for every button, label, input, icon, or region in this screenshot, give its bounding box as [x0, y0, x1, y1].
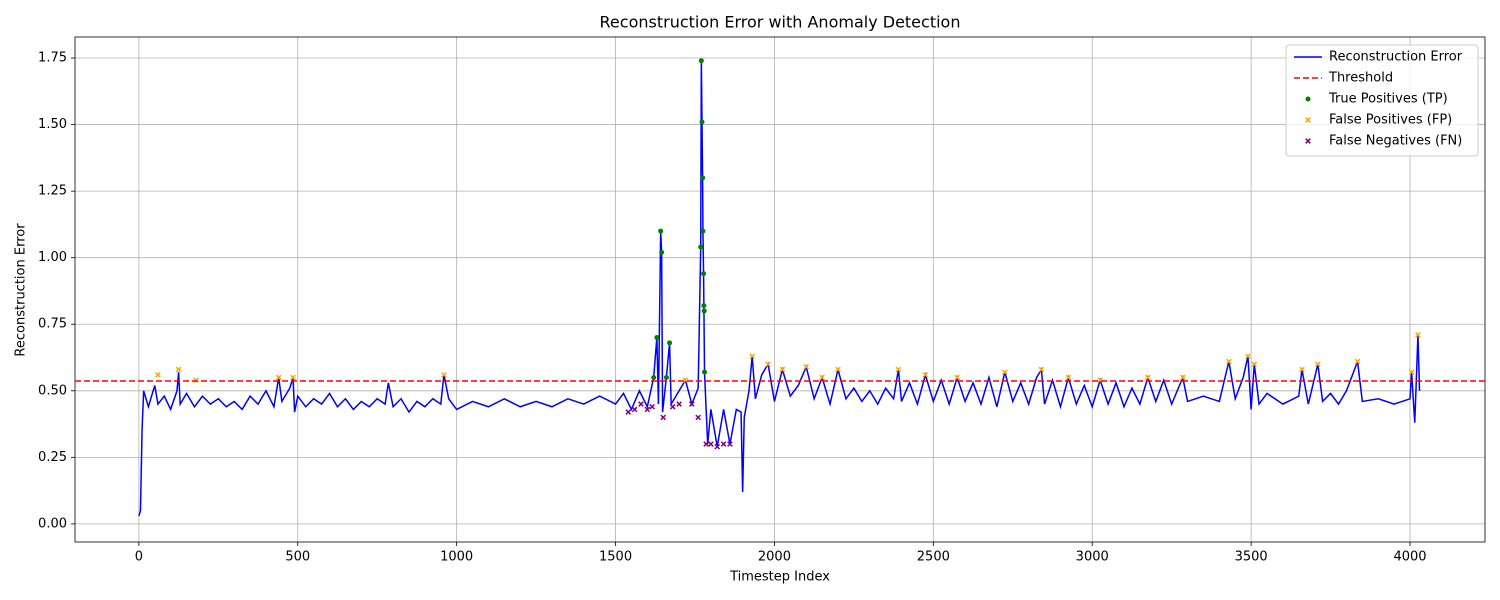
scatter-point — [660, 414, 667, 421]
scatter-point — [275, 374, 282, 381]
x-tick-label: 1500 — [599, 550, 632, 565]
legend-box — [1285, 44, 1479, 157]
scatter-point — [625, 409, 632, 415]
scatter-point — [701, 271, 707, 277]
scatter-point — [835, 366, 841, 373]
scatter-point — [175, 366, 182, 373]
scatter-point — [638, 401, 644, 407]
scatter-point — [193, 377, 199, 383]
scatter-point — [749, 353, 756, 360]
y-tick-label: 1.00 — [38, 250, 67, 265]
legend-label: Threshold — [1328, 71, 1393, 86]
scatter-point — [1415, 332, 1421, 338]
y-tick-label: 0.50 — [38, 383, 67, 398]
scatter-point — [727, 441, 733, 447]
x-tick-label: 2500 — [917, 550, 950, 565]
x-tick-label: 0 — [135, 550, 143, 565]
x-tick-label: 3000 — [1076, 550, 1109, 565]
scatter-point — [954, 374, 960, 381]
scatter-point — [698, 244, 704, 250]
scatter-point — [779, 366, 786, 373]
scatter-point — [701, 308, 707, 314]
scatter-point — [895, 366, 902, 373]
y-tick-label: 1.50 — [38, 117, 67, 132]
x-tick-label: 500 — [285, 550, 310, 565]
scatter-point — [1299, 366, 1305, 373]
x-tick-label: 2000 — [758, 550, 791, 565]
scatter-point — [695, 414, 702, 421]
scatter-point — [700, 175, 706, 181]
scatter-point — [658, 228, 664, 234]
legend-swatch — [1305, 96, 1311, 102]
scatter-point — [819, 374, 825, 381]
scatter-point — [651, 374, 657, 380]
legend-swatch — [1305, 138, 1311, 144]
scatter-point — [701, 303, 707, 309]
x-axis-label: Timestep Index — [729, 570, 830, 585]
legend-label: False Positives (FP) — [1329, 113, 1452, 128]
scatter-point — [702, 369, 708, 375]
scatter-point — [654, 335, 660, 341]
scatter-point — [631, 406, 638, 413]
legend-label: Reconstruction Error — [1329, 50, 1463, 65]
x-tick-label: 1000 — [440, 550, 473, 565]
chart-title: Reconstruction Error with Anomaly Detect… — [600, 13, 961, 32]
scatter-point — [659, 249, 665, 255]
scatter-point — [803, 364, 810, 370]
y-tick-label: 0.25 — [38, 450, 67, 465]
scatter-point — [765, 361, 771, 368]
scatter-point — [922, 371, 929, 378]
scatter-point — [708, 441, 714, 447]
scatter-point — [698, 58, 704, 64]
scatter-point — [1001, 369, 1008, 375]
scatter-point — [1226, 358, 1232, 365]
scatter-point — [649, 403, 655, 410]
scatter-point — [1245, 353, 1251, 360]
scatter-point — [1144, 374, 1151, 381]
scatter-point — [700, 228, 706, 234]
scatter-point — [676, 401, 682, 407]
scatter-point — [667, 340, 673, 346]
scatter-point — [663, 374, 669, 380]
y-axis-label: Reconstruction Error — [14, 223, 29, 357]
legend-label: True Positives (TP) — [1328, 92, 1448, 107]
y-tick-label: 0.00 — [38, 516, 67, 531]
scatter-point — [714, 443, 721, 450]
scatter-point — [1354, 358, 1361, 365]
legend-label: False Negatives (FN) — [1329, 134, 1462, 149]
y-tick-label: 0.75 — [38, 317, 67, 332]
scatter-point — [703, 441, 709, 447]
scatter-point — [1038, 366, 1045, 373]
scatter-point — [644, 406, 651, 413]
y-tick-label: 1.75 — [38, 51, 67, 66]
x-tick-label: 4000 — [1393, 550, 1426, 565]
scatter-point — [1065, 374, 1072, 381]
scatter-point — [1251, 361, 1258, 368]
scatter-point — [1179, 374, 1186, 381]
error-line — [138, 60, 1421, 517]
x-tick-label: 3500 — [1235, 550, 1268, 565]
scatter-point — [720, 441, 727, 447]
scatter-point — [1408, 369, 1415, 375]
scatter-point — [441, 371, 447, 378]
y-tick-label: 1.25 — [38, 184, 67, 199]
legend-swatch — [1305, 117, 1311, 123]
scatter-point — [669, 403, 676, 410]
plot-frame — [74, 36, 1486, 543]
scatter-point — [688, 401, 695, 407]
scatter-point — [155, 371, 161, 378]
scatter-point — [699, 119, 705, 125]
scatter-point — [1315, 361, 1321, 368]
scatter-point — [290, 374, 296, 381]
